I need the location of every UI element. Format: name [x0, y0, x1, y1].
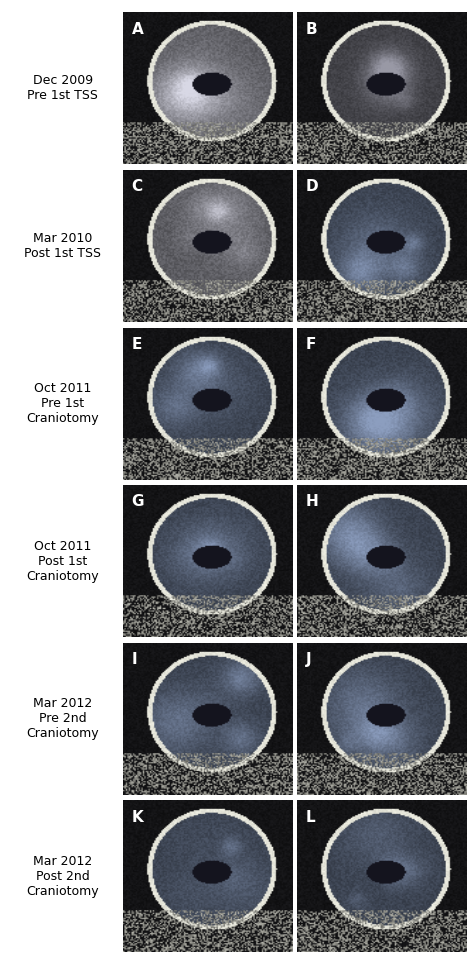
Text: Mar 2010
Post 1st TSS: Mar 2010 Post 1st TSS [24, 232, 101, 260]
Text: L: L [306, 809, 316, 825]
Text: H: H [306, 494, 319, 510]
Text: K: K [132, 809, 144, 825]
Text: Dec 2009
Pre 1st TSS: Dec 2009 Pre 1st TSS [27, 75, 98, 103]
Text: I: I [132, 652, 137, 667]
Text: J: J [306, 652, 311, 667]
Text: Oct 2011
Pre 1st
Craniotomy: Oct 2011 Pre 1st Craniotomy [27, 382, 99, 425]
Text: B: B [306, 21, 318, 36]
Text: Oct 2011
Post 1st
Craniotomy: Oct 2011 Post 1st Craniotomy [27, 540, 99, 583]
Text: D: D [306, 180, 319, 194]
Text: Mar 2012
Pre 2nd
Craniotomy: Mar 2012 Pre 2nd Craniotomy [27, 697, 99, 740]
Text: Mar 2012
Post 2nd
Craniotomy: Mar 2012 Post 2nd Craniotomy [27, 855, 99, 898]
Text: C: C [132, 180, 143, 194]
Text: E: E [132, 337, 142, 351]
Text: F: F [306, 337, 316, 351]
Text: G: G [132, 494, 144, 510]
Text: A: A [132, 21, 144, 36]
